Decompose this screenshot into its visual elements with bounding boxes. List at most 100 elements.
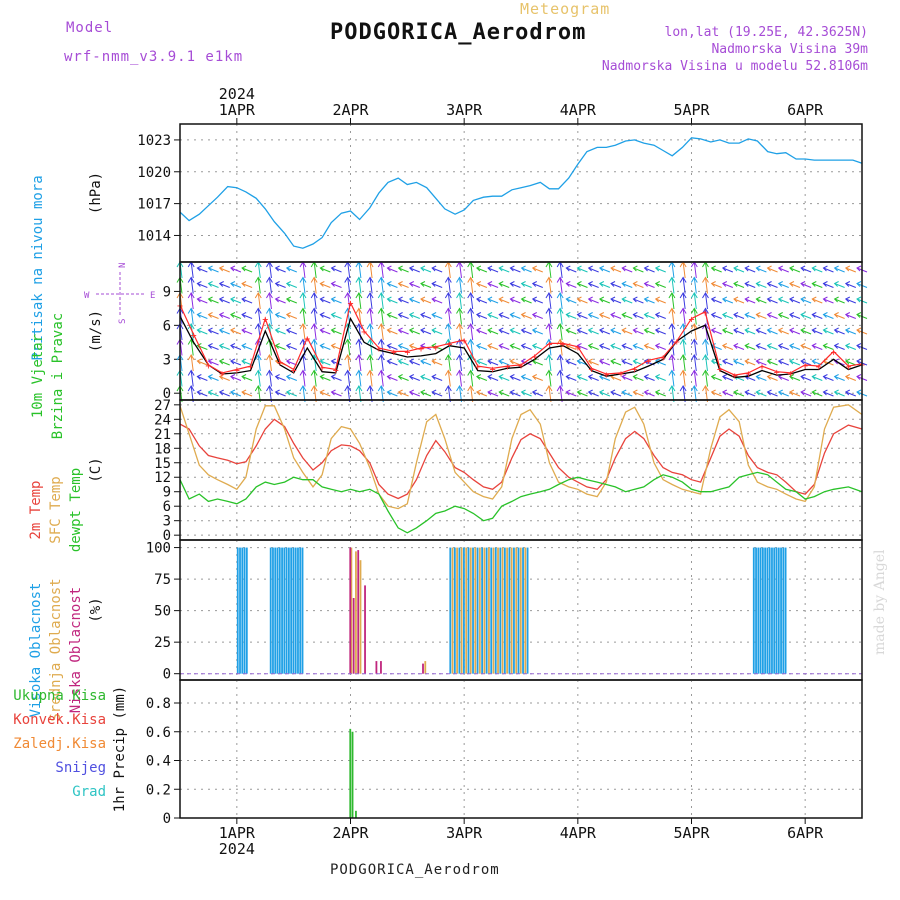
wind-arrow — [431, 298, 443, 304]
wind-arrow-head — [710, 312, 716, 318]
wind-arrow-head — [187, 369, 195, 376]
wind-arrow — [778, 267, 789, 273]
wind-arrow-head — [668, 385, 676, 392]
bar-visoka — [768, 547, 771, 674]
wind-arrow-head — [266, 276, 273, 283]
wind-arrow-head — [218, 389, 224, 396]
wind-arrow-head — [509, 343, 515, 349]
wind-arrow — [577, 391, 588, 397]
wind-arrow — [671, 308, 675, 325]
wind-arrow — [257, 308, 261, 325]
panel-frame — [179, 123, 863, 263]
bar-visoka — [775, 547, 778, 674]
wind-arrow-head — [632, 343, 638, 349]
wind-arrow — [208, 391, 219, 397]
wind-arrow — [733, 345, 745, 350]
bar-visoka — [297, 547, 299, 674]
wind-arrow-head — [556, 385, 564, 392]
wind-arrow-head — [733, 281, 739, 287]
bar-visoka — [243, 547, 246, 674]
wind-arrow-head — [654, 327, 660, 334]
wind-arrow — [800, 329, 812, 335]
wind-arrow — [320, 329, 331, 335]
wind-arrow — [268, 308, 272, 325]
wind-arrow-head — [187, 354, 195, 361]
wind-arrow-head — [285, 327, 292, 334]
wind-arrow-head — [355, 385, 363, 392]
wind-arrow-head — [509, 358, 515, 365]
bar-srednja — [465, 547, 468, 674]
wind-arrow-head — [520, 389, 526, 396]
wind-arrow-head — [254, 354, 262, 361]
wind-arrow — [610, 283, 622, 288]
bar-srednja — [456, 547, 459, 674]
bar-visoka — [285, 547, 288, 674]
chart-title: Meteogram — [520, 0, 611, 18]
wind-arrow — [800, 376, 812, 381]
wind-arrow — [532, 314, 543, 319]
bar-visoka — [472, 547, 474, 674]
wind-arrow-head — [355, 292, 363, 299]
wind-arrow — [320, 376, 331, 381]
wind-arrow-head — [679, 338, 687, 345]
y-axis-label: Niska Oblacnost — [68, 587, 84, 713]
wind-arrow — [275, 314, 286, 319]
wind-arrow-head — [187, 385, 195, 392]
wind-arrow-head — [744, 265, 750, 272]
wind-arrow-head — [733, 389, 739, 396]
wind-arrow-head — [397, 265, 403, 272]
y-tick-label: 1020 — [137, 165, 171, 181]
wind-arrow-head — [811, 327, 817, 334]
wind-arrow — [778, 345, 789, 350]
wind-arrow — [532, 298, 543, 304]
wind-arrow — [834, 283, 845, 288]
wind-arrow — [599, 360, 611, 366]
wind-arrow-head — [431, 296, 437, 303]
bar-srednja — [350, 547, 353, 674]
wind-arrow-head — [621, 389, 627, 396]
wind-arrow-head — [856, 281, 862, 287]
wind-arrow-head — [766, 281, 772, 287]
wind-arrow — [331, 267, 342, 273]
wind-arrow-head — [576, 296, 582, 303]
wind-arrow — [548, 308, 552, 325]
gust-marker: + — [376, 344, 382, 355]
y-axis-unit: (%) — [88, 597, 104, 622]
wind-arrow-head — [610, 343, 616, 349]
y-tick-label: 6 — [163, 499, 171, 515]
wind-arrow — [745, 391, 756, 397]
wind-arrow — [447, 277, 451, 294]
wind-arrow — [745, 360, 756, 366]
wind-arrow-head — [230, 296, 236, 303]
wind-arrow-head — [811, 265, 817, 272]
wind-arrow-head — [456, 338, 463, 345]
wind-arrow-head — [330, 358, 336, 365]
bar-visoka — [239, 547, 241, 674]
bar-visoka — [526, 547, 529, 674]
wind-arrow — [190, 370, 194, 387]
gust-marker: + — [674, 337, 680, 348]
wind-arrow-head — [230, 358, 236, 365]
wind-arrow-head — [690, 292, 698, 299]
gust-marker: + — [717, 364, 723, 375]
wind-arrow-head — [766, 312, 772, 318]
wind-arrow-head — [431, 358, 437, 365]
wind-arrow — [834, 376, 845, 381]
wind-arrow-head — [632, 374, 638, 380]
wind-arrow — [566, 391, 577, 397]
wind-arrow — [588, 314, 599, 319]
bar-visoka — [241, 547, 244, 674]
wind-arrow-head — [196, 296, 202, 303]
wind-arrow — [208, 283, 219, 288]
wind-arrow — [622, 267, 633, 273]
wind-arrow — [230, 298, 242, 304]
wind-arrow — [420, 376, 432, 381]
wind-arrow — [671, 277, 675, 294]
wind-arrow-head — [800, 312, 806, 318]
wind-arrow — [644, 376, 655, 381]
wind-arrow-head — [218, 343, 224, 349]
wind-arrow — [789, 376, 801, 381]
wind-arrow-head — [632, 296, 638, 303]
wind-arrow-head — [844, 296, 851, 303]
wind-arrow-head — [632, 358, 638, 365]
